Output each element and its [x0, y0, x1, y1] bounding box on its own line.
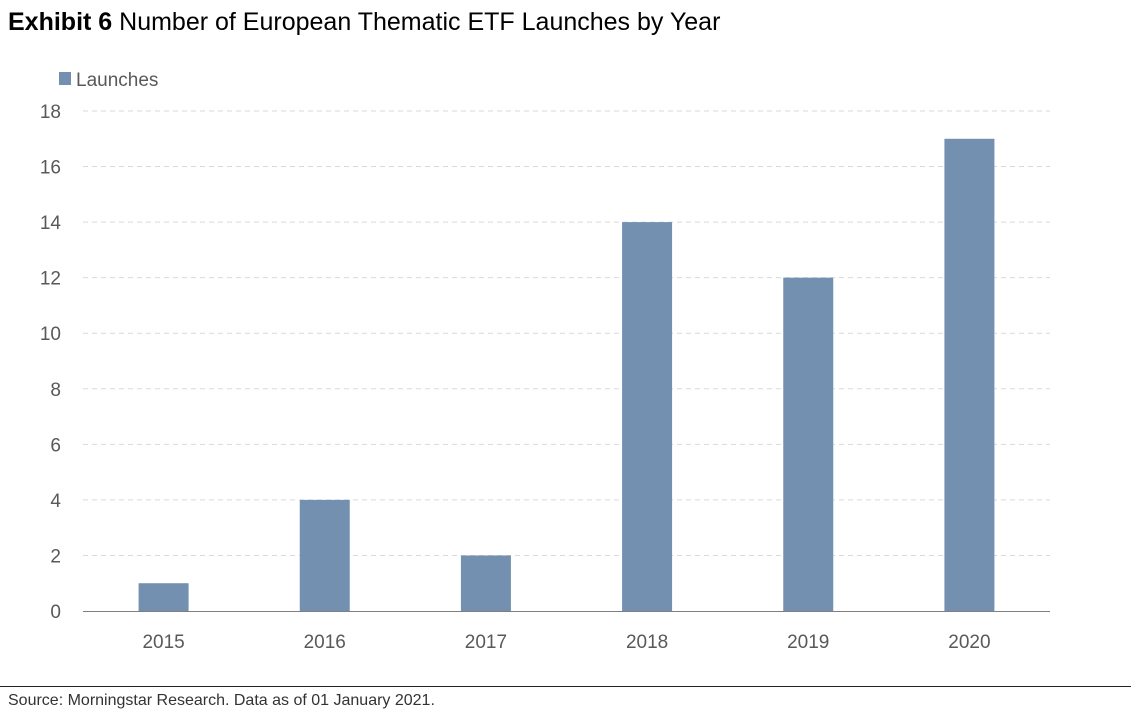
- legend: Launches: [59, 70, 158, 91]
- y-tick-label: 14: [40, 213, 62, 234]
- legend-label: Launches: [76, 70, 158, 91]
- x-tick-label: 2016: [304, 632, 346, 653]
- bar: [460, 555, 511, 611]
- x-tick-label: 2018: [626, 632, 668, 653]
- y-tick-label: 4: [50, 491, 61, 512]
- bar: [783, 277, 834, 611]
- bar: [299, 499, 350, 611]
- axes: 0 2 4 6 8 10 12 14 16 18 2015 2016 2017 2018 2019 2020: [40, 102, 1050, 653]
- y-tick-label: 2: [50, 546, 61, 567]
- y-tick-label: 8: [50, 380, 61, 401]
- y-tick-label: 12: [40, 269, 61, 290]
- chart-title-text: Number of European Thematic ETF Launches…: [119, 8, 721, 36]
- x-tick-label: 2019: [787, 632, 829, 653]
- x-tick-label: 2015: [142, 632, 184, 653]
- bar: [944, 138, 995, 611]
- bars: [138, 138, 995, 611]
- source-divider: [0, 686, 1131, 687]
- exhibit-label: Exhibit 6: [8, 8, 113, 36]
- y-tick-label: 10: [40, 324, 61, 345]
- bar: [622, 222, 673, 611]
- x-tick-label: 2017: [465, 632, 507, 653]
- chart-title: Exhibit 6 Number of European Thematic ET…: [8, 8, 720, 37]
- x-tick-label: 2020: [948, 632, 990, 653]
- gridlines: [83, 110, 1050, 556]
- bar: [138, 583, 189, 611]
- y-tick-label: 6: [50, 435, 61, 456]
- y-tick-label: 0: [50, 602, 61, 623]
- y-tick-label: 18: [40, 102, 61, 123]
- legend-swatch: [59, 72, 71, 85]
- y-tick-label: 16: [40, 158, 61, 179]
- source-note: Source: Morningstar Research. Data as of…: [8, 692, 435, 709]
